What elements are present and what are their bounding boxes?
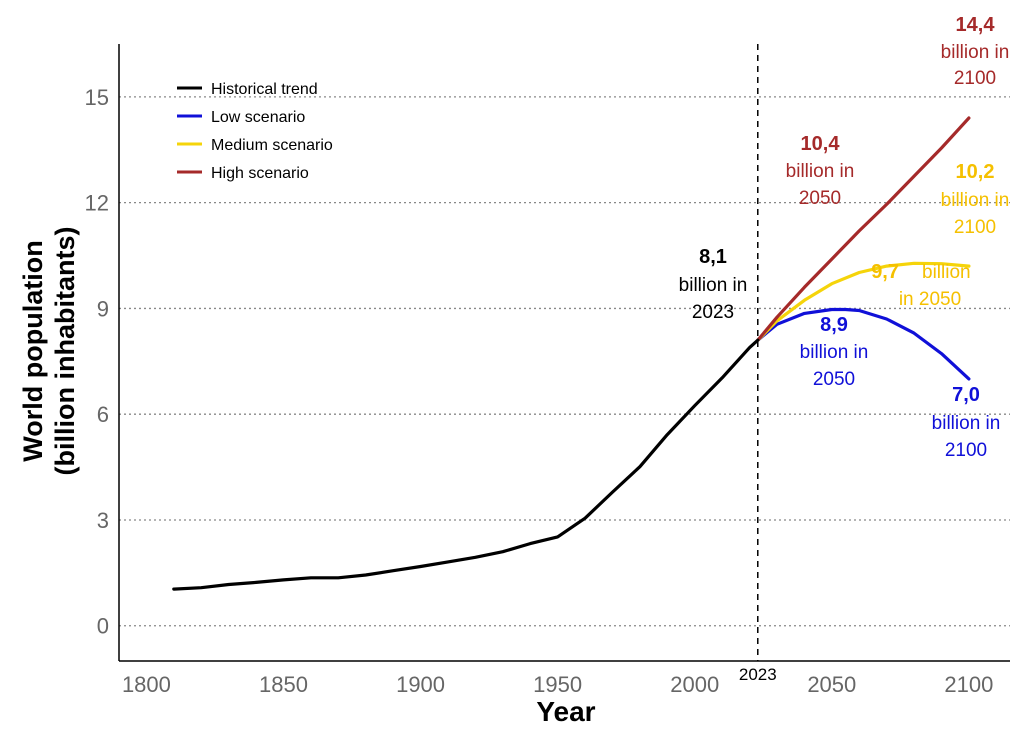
legend: Historical trend Low scenario Medium sce… (177, 81, 333, 182)
x-tick-labels: 1800 1850 1900 1950 2000 2050 2100 (122, 672, 993, 697)
x-tick-label-1800: 1800 (122, 672, 171, 697)
annotation-medium-2100-text-2: 2100 (954, 217, 996, 238)
annotation-medium-2100-text-1: billion in (941, 190, 1010, 211)
series-line-historical-trend (172, 338, 760, 591)
annotation-high-2100-text-1: billion in (941, 42, 1010, 63)
gridlines (119, 96, 1010, 627)
y-tick-label-15: 15 (85, 85, 109, 110)
annotation-high-2050-value: 10,4 (801, 133, 841, 155)
x-tick-label-1950: 1950 (533, 672, 582, 697)
annotation-low-2100: 7,0 billion in 2100 (932, 384, 1001, 461)
annotations: 14,4 billion in 2100 10,4 billion in 205… (679, 14, 1010, 461)
annotation-historical-2023-text-1: billion in (679, 275, 748, 296)
series-lines (172, 116, 971, 591)
x-tick-label-2050: 2050 (807, 672, 856, 697)
y-tick-label-6: 6 (97, 402, 109, 427)
annotation-low-2050-value: 8,9 (820, 314, 848, 336)
y-tick-label-3: 3 (97, 508, 109, 533)
annotation-medium-2050-text-2: in 2050 (899, 289, 961, 310)
annotation-medium-2100-value: 10,2 (956, 161, 995, 183)
legend-label-high: High scenario (211, 165, 309, 182)
annotation-high-2100-text-2: 2100 (954, 68, 996, 89)
annotation-low-2100-value: 7,0 (952, 384, 980, 406)
annotation-medium-2050-text-1: billion (922, 262, 971, 283)
annotation-low-2100-text-2: 2100 (945, 440, 987, 461)
annotation-high-2050-text-1: billion in (786, 161, 855, 182)
legend-label-historical: Historical trend (211, 81, 318, 98)
annotation-historical-2023: 8,1 billion in 2023 (679, 246, 748, 323)
annotation-medium-2050: 9,7 billion in 2050 (871, 261, 970, 310)
x-tick-label-2000: 2000 (670, 672, 719, 697)
annotation-medium-2100: 10,2 billion in 2100 (941, 161, 1010, 238)
annotation-high-2100-value: 14,4 (956, 14, 996, 36)
y-tick-label-0: 0 (97, 614, 109, 639)
series-line-low-scenario (756, 307, 971, 381)
legend-label-low: Low scenario (211, 109, 305, 126)
legend-item-high: High scenario (177, 165, 309, 182)
annotation-low-2050-text-1: billion in (800, 342, 869, 363)
y-tick-labels: 0 3 6 9 12 15 (85, 85, 109, 639)
annotation-low-2100-text-1: billion in (932, 413, 1001, 434)
annotation-historical-2023-text-2: 2023 (692, 302, 734, 323)
y-tick-label-12: 12 (85, 191, 109, 216)
annotation-high-2100: 14,4 billion in 2100 (941, 14, 1010, 89)
annotation-low-2050: 8,9 billion in 2050 (800, 314, 869, 390)
legend-item-historical: Historical trend (177, 81, 318, 98)
axes (118, 44, 1010, 662)
legend-item-low: Low scenario (177, 109, 305, 126)
vline-label-2023: 2023 (739, 665, 777, 684)
series-line-medium-scenario (756, 261, 971, 342)
y-tick-label-9: 9 (97, 296, 109, 321)
legend-label-medium: Medium scenario (211, 137, 333, 154)
annotation-medium-2050-value: 9,7 (871, 261, 899, 283)
annotation-low-2050-text-2: 2050 (813, 369, 855, 390)
legend-item-medium: Medium scenario (177, 137, 333, 154)
y-axis-label: World population (billion inhabitants) (18, 227, 80, 476)
annotation-high-2050-text-2: 2050 (799, 188, 841, 209)
x-tick-label-2100: 2100 (944, 672, 993, 697)
x-tick-label-1900: 1900 (396, 672, 445, 697)
series-line-high-scenario (756, 116, 971, 342)
y-axis-label-line-2: (billion inhabitants) (50, 227, 80, 476)
annotation-historical-2023-value: 8,1 (699, 246, 727, 268)
x-axis-label: Year (536, 696, 595, 727)
x-tick-label-1850: 1850 (259, 672, 308, 697)
annotation-high-2050: 10,4 billion in 2050 (786, 133, 855, 209)
y-axis-label-line-1: World population (18, 240, 48, 461)
